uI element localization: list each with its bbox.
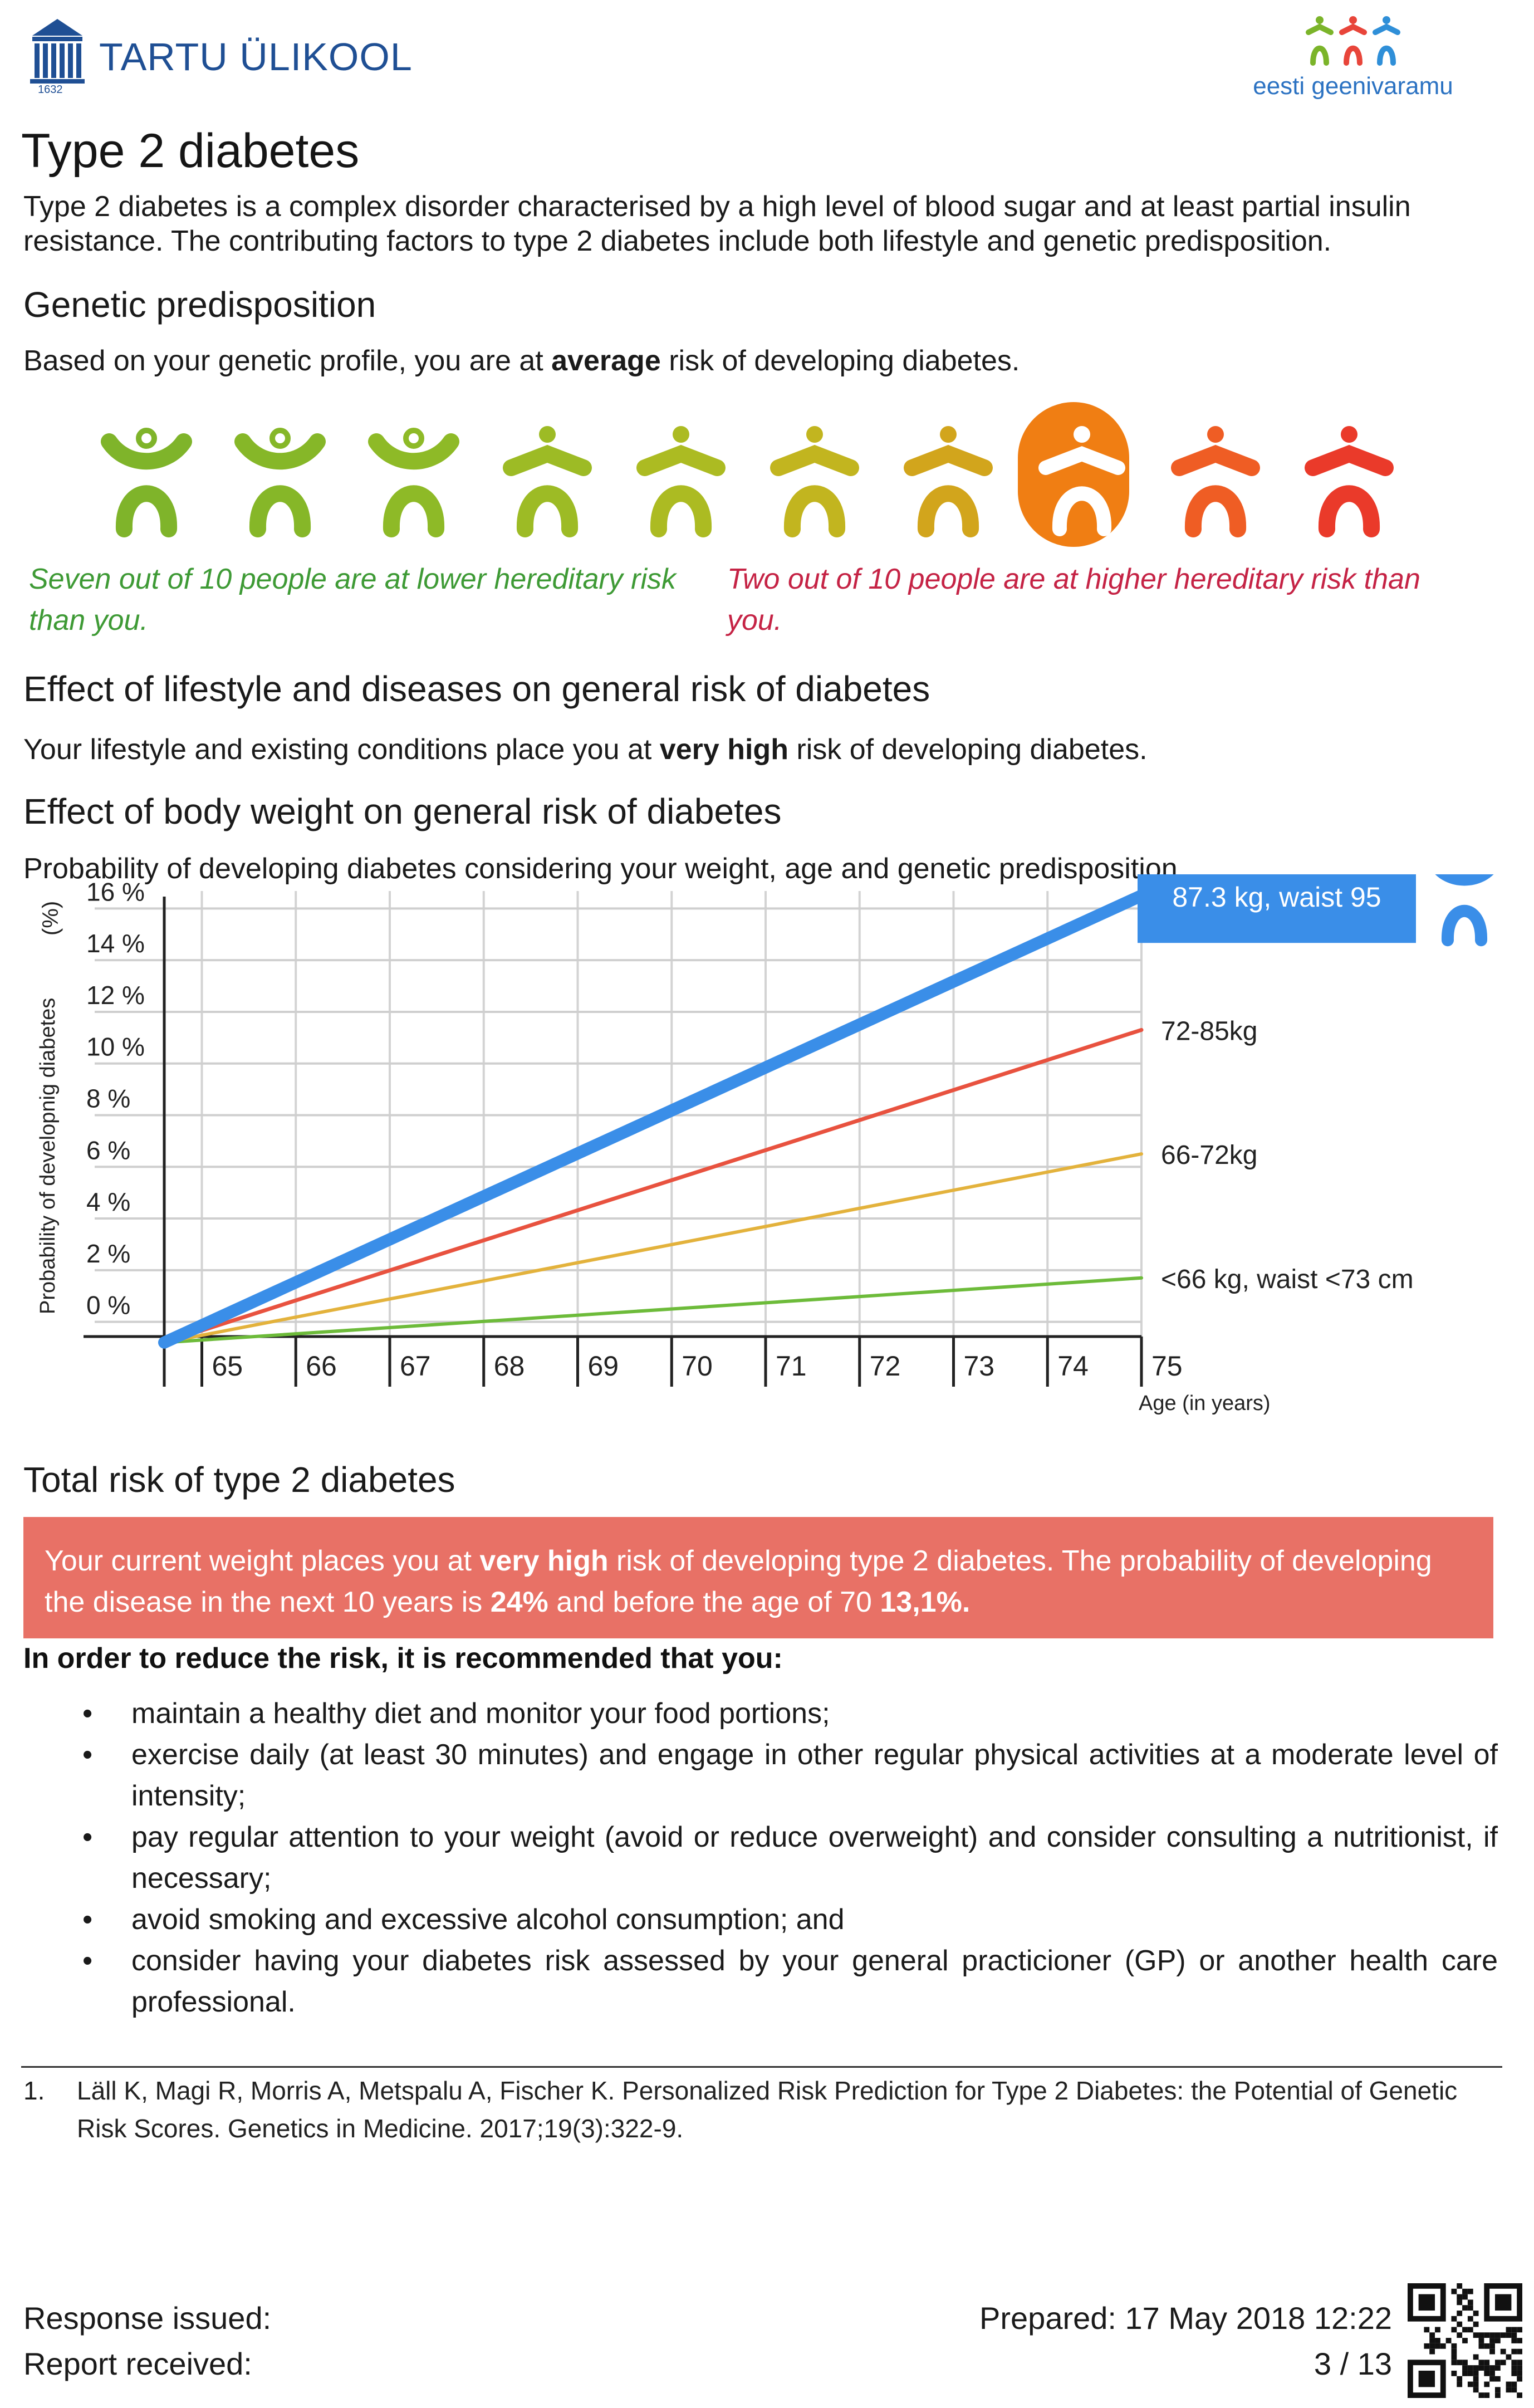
risk-text-1: Your current weight places you at [45,1545,480,1577]
y-tick-label: 4 % [86,1187,130,1216]
current-weight-box [1138,874,1416,943]
bullet: • [82,1739,93,1771]
recommendation-item: • avoid smoking and excessive alcohol con… [56,1899,1498,1940]
before-70-probability: 13,1%. [880,1586,971,1618]
intro-paragraph: Type 2 diabetes is a complex disorder ch… [23,190,1411,257]
y-tick-label: 10 % [86,1032,145,1061]
bullet: • [82,1821,93,1853]
weight-risk-chart: 65 66 67 68 69 70 71 72 73 74 75 0 % 2 % 4 % 6 % 8 % 10 … [36,874,1494,1415]
total-risk-alert: Your current weight places you at very h… [23,1517,1493,1638]
x-tick-label: 69 [588,1350,619,1382]
recommendation-text: consider having your diabetes risk asses… [131,1945,1498,2018]
series-label-2: 66-72kg [1161,1141,1257,1170]
x-tick-label: 71 [776,1350,807,1382]
university-name: TARTU ÜLIKOOL [99,35,413,79]
risk-text-2: risk of developing type 2 diabetes. The … [45,1545,1432,1618]
recommendation-text: pay regular attention to your weight (av… [131,1821,1498,1895]
footnote-number: 1. [23,2076,45,2105]
higher-risk-caption: Two out of 10 people are at higher hered… [727,563,1420,637]
series-label-1: 72-85kg [1161,1016,1257,1046]
recommendations-title: In order to reduce the risk, it is recom… [23,1642,783,1675]
x-tick-label: 67 [400,1350,431,1382]
series-line-1 [162,1027,1144,1345]
x-tick-label: 75 [1151,1350,1183,1382]
genetic-text-after: risk of developing diabetes. [660,345,1020,377]
bodyweight-subheading: Probability of developing diabetes consi… [23,853,1186,885]
recommendation-text: maintain a healthy diet and monitor your… [131,1697,830,1730]
x-tick-label: 65 [212,1350,243,1382]
lifestyle-risk-level: very high [659,733,788,766]
person-icon [636,426,726,537]
qr-code [1408,2283,1522,2398]
person-icon [368,428,459,537]
risk-level: very high [479,1545,609,1577]
lifestyle-statement: Your lifestyle and existing conditions p… [23,733,1148,766]
recommendation-text: avoid smoking and excessive alcohol cons… [131,1903,845,1936]
bullet: • [82,1945,93,1977]
recommendation-item: • maintain a healthy diet and monitor you… [56,1693,1498,1734]
recommendation-item: • consider having your diabetes risk asse… [56,1940,1498,2023]
recommendations-list: • maintain a healthy diet and monitor you… [56,1693,1498,2023]
person-icon [101,428,192,537]
recommendation-text: exercise daily (at least 30 minutes) and… [131,1739,1498,1812]
recommendation-item: • pay regular attention to your weight (a… [56,1817,1498,1899]
prepared-date: Prepared: 17 May 2018 12:22 [979,2301,1392,2336]
x-tick-label: 73 [964,1350,995,1382]
person-icon [503,426,592,537]
page-number: 3 / 13 [1314,2346,1392,2381]
x-tick-label: 66 [306,1350,337,1382]
y-tick-label: 2 % [86,1239,130,1268]
biobank-logo [1306,16,1400,66]
x-tick-label: 70 [682,1350,713,1382]
y-tick-label: 14 % [86,929,145,958]
person-icon [904,426,993,537]
y-tick-label: 6 % [86,1136,130,1164]
genetic-heading: Genetic predisposition [23,285,376,325]
risk-text-3: and before the age of 70 [548,1586,880,1618]
lifestyle-text-after: risk of developing diabetes. [788,733,1148,766]
response-issued-label: Response issued: [23,2301,272,2336]
y-tick-label: 16 % [86,877,145,906]
you-icon [1435,874,1494,947]
genetic-statement: Based on your genetic profile, you are a… [23,344,1020,378]
person-icon [770,426,859,537]
bullet: • [82,1697,93,1730]
y-tick-label: 8 % [86,1084,130,1113]
x-tick-label: 74 [1057,1350,1089,1382]
recommendation-item: • exercise daily (at least 30 minutes) an… [56,1734,1498,1817]
series-label-0: 87.3 kg, waist 95 [1172,882,1381,913]
biobank-name: eesti geenivaramu [1253,72,1453,100]
series-label-3: <66 kg, waist <73 cm [1161,1265,1414,1294]
y-tick-label: 12 % [86,981,145,1010]
genetic-risk-level: average [551,345,661,377]
x-tick-label: 68 [494,1350,525,1382]
university-logo [30,19,85,84]
series-line-3 [163,1276,1143,1344]
series-line-2 [163,1152,1143,1344]
y-axis-unit: (%) [38,901,63,936]
x-axis-label: Age (in years) [1139,1392,1271,1415]
bodyweight-heading: Effect of body weight on general risk of… [23,791,782,831]
total-risk-heading: Total risk of type 2 diabetes [23,1460,455,1500]
report-received-label: Report received: [23,2346,252,2381]
person-icon [234,428,326,537]
lower-risk-caption: Seven out of 10 people are at lower here… [29,563,677,637]
lifestyle-heading: Effect of lifestyle and diseases on gene… [23,669,930,709]
footnote-divider [21,2066,1502,2068]
person-icon [1305,426,1394,537]
y-tick-label: 0 % [86,1291,130,1320]
genetic-text-before: Based on your genetic profile, you are a… [23,345,552,377]
person-icon [1038,426,1125,536]
person-icon [1171,426,1260,537]
lifestyle-text-before: Your lifestyle and existing conditions p… [23,733,660,766]
university-year: 1632 [38,84,63,96]
page-title: Type 2 diabetes [21,124,360,178]
bullet: • [82,1903,93,1936]
series-line-0 [158,889,1148,1349]
x-tick-label: 72 [870,1350,901,1382]
y-axis-label: Probability of developnig diabetes [36,998,60,1314]
ten-year-probability: 24% [490,1586,548,1618]
footnote-reference: Läll K, Magi R, Morris A, Metspalu A, Fi… [77,2076,1458,2143]
